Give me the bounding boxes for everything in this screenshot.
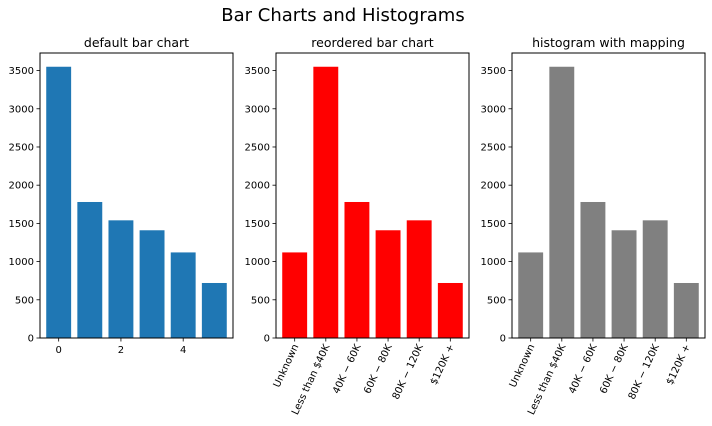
x-tick-label: Unknown bbox=[272, 343, 302, 390]
y-tick-label: 3000 bbox=[245, 104, 270, 115]
bar bbox=[611, 230, 637, 338]
y-tick-label: 500 bbox=[15, 295, 34, 306]
x-tick-label: $120K + bbox=[429, 343, 457, 387]
x-tick-label: 40K − 60K bbox=[331, 342, 364, 395]
bar bbox=[77, 201, 103, 338]
axes-frame bbox=[39, 52, 234, 339]
subplot-title: histogram with mapping bbox=[532, 35, 685, 50]
x-tick-label: $120K + bbox=[665, 343, 693, 387]
x-tick-label: 4 bbox=[180, 345, 186, 356]
bar bbox=[642, 220, 668, 338]
y-tick-label: 3000 bbox=[481, 104, 506, 115]
y-tick-label: 2000 bbox=[245, 181, 270, 192]
x-tick-label: 80K − 120K bbox=[391, 342, 426, 401]
y-tick-label: 3500 bbox=[245, 66, 270, 77]
y-tick-label: 1500 bbox=[245, 219, 270, 230]
bar bbox=[201, 282, 227, 338]
y-tick-label: 2500 bbox=[245, 142, 270, 153]
bar bbox=[139, 230, 165, 338]
y-tick-label: 1000 bbox=[481, 257, 506, 268]
bar bbox=[406, 220, 432, 338]
y-tick-label: 3500 bbox=[9, 66, 34, 77]
bar bbox=[344, 201, 370, 338]
x-tick-label: 0 bbox=[55, 345, 61, 356]
x-tick-label: 2 bbox=[118, 345, 124, 356]
y-tick-label: 2000 bbox=[9, 181, 34, 192]
y-tick-label: 1500 bbox=[9, 219, 34, 230]
figure-title: Bar Charts and Histograms bbox=[221, 5, 464, 26]
bar bbox=[282, 252, 308, 338]
y-tick-label: 0 bbox=[500, 334, 506, 345]
bar bbox=[375, 230, 401, 338]
y-tick-label: 2000 bbox=[481, 181, 506, 192]
bar bbox=[549, 66, 575, 338]
y-tick-label: 0 bbox=[28, 334, 34, 345]
subplot-title: reordered bar chart bbox=[311, 35, 434, 50]
x-tick-label: Unknown bbox=[508, 343, 538, 390]
subplot-1: default bar chart 0 500 1000 1500 2000 2500 300… bbox=[9, 35, 234, 356]
axes-frame bbox=[275, 52, 470, 339]
axes-frame bbox=[511, 52, 706, 339]
y-tick-label: 500 bbox=[251, 295, 270, 306]
y-tick-label: 1000 bbox=[9, 257, 34, 268]
bar bbox=[46, 66, 72, 338]
bar bbox=[313, 66, 339, 338]
y-tick-label: 1000 bbox=[245, 257, 270, 268]
x-tick-label: 40K − 60K bbox=[567, 342, 600, 395]
subplot-2: reordered bar chart 0 500 1000 1500 2000 2500 3… bbox=[245, 35, 470, 417]
y-tick-label: 2500 bbox=[9, 142, 34, 153]
subplots: default bar chart05001000150020002500300… bbox=[9, 35, 706, 417]
x-tick-label: 60K − 80K bbox=[598, 342, 631, 395]
y-tick-label: 500 bbox=[487, 295, 506, 306]
y-tick-label: 3000 bbox=[9, 104, 34, 115]
bar bbox=[518, 252, 544, 338]
y-tick-label: 0 bbox=[264, 334, 270, 345]
x-tick-label: 80K − 120K bbox=[627, 342, 662, 401]
bar bbox=[437, 282, 463, 338]
y-tick-label: 3500 bbox=[481, 66, 506, 77]
subplot-3: histogram with mapping 0 500 1000 1500 2000 25… bbox=[481, 35, 706, 417]
y-tick-label: 1500 bbox=[481, 219, 506, 230]
bar bbox=[108, 220, 134, 338]
bar bbox=[170, 252, 196, 338]
subplot-title: default bar chart bbox=[84, 35, 189, 50]
x-tick-label: 60K − 80K bbox=[362, 342, 395, 395]
bar bbox=[673, 282, 699, 338]
y-tick-label: 2500 bbox=[481, 142, 506, 153]
bar bbox=[580, 201, 606, 338]
